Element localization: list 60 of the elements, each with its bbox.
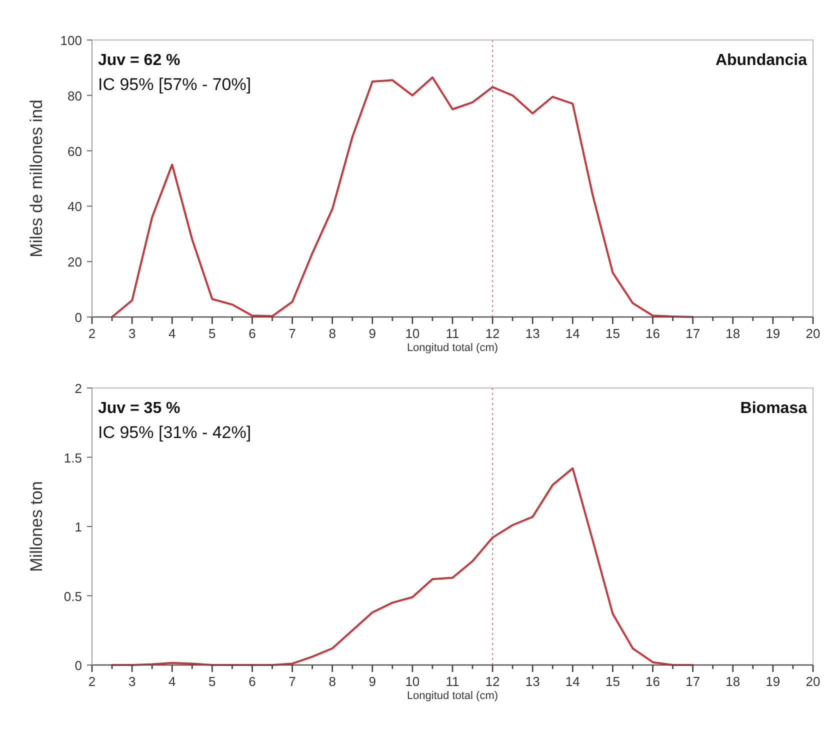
y-tick-label: 2 xyxy=(74,381,82,396)
y-tick-label: 100 xyxy=(60,33,82,48)
x-tick-label: 6 xyxy=(248,326,256,341)
x-tick-label: 20 xyxy=(806,326,820,341)
y-tick-label: 20 xyxy=(68,254,82,270)
x-tick-label: 15 xyxy=(605,674,620,689)
x-tick-label: 13 xyxy=(525,326,540,341)
x-tick-label: 17 xyxy=(686,674,700,689)
x-tick-label: 15 xyxy=(605,326,620,341)
text: Biomasa xyxy=(740,400,808,417)
annotation: IC 95% [31% - 42%] xyxy=(98,423,252,442)
x-axis-title: Longitud total (cm) xyxy=(406,342,498,354)
x-tick-label: 4 xyxy=(168,674,176,689)
y-tick-label: 40 xyxy=(68,199,82,214)
annotation: Juv = 62 % xyxy=(98,52,180,69)
y-tick-label: 0 xyxy=(74,310,82,325)
x-tick-label: 10 xyxy=(405,674,420,689)
x-tick-label: 13 xyxy=(525,674,540,689)
x-tick-label: 2 xyxy=(88,674,96,689)
text: Abundancia xyxy=(715,52,808,69)
y-axis-title: Millones ton xyxy=(27,481,46,572)
x-tick-label: 7 xyxy=(288,674,296,689)
x-tick-label: 11 xyxy=(446,674,460,689)
x-tick-label: 17 xyxy=(686,326,700,341)
x-tick-label: 5 xyxy=(208,326,216,341)
x-tick-label: 4 xyxy=(168,326,176,341)
line-series xyxy=(111,467,694,666)
x-tick-label: 16 xyxy=(646,674,660,689)
y-tick-label: 80 xyxy=(68,88,82,104)
x-tick-label: 10 xyxy=(405,326,420,341)
x-tick-label: 5 xyxy=(208,674,216,689)
x-tick-label: 19 xyxy=(766,674,780,689)
y-axis-title: Miles de millones ind xyxy=(27,100,46,258)
x-tick-label: 12 xyxy=(485,326,500,341)
y-tick-label: 0.5 xyxy=(64,588,82,604)
y-tick-label: 1.5 xyxy=(64,450,82,466)
annotation: IC 95% [57% - 70%] xyxy=(98,75,252,94)
x-tick-label: 19 xyxy=(766,326,780,341)
annotation: Juv = 35 % xyxy=(98,400,180,417)
x-tick-label: 18 xyxy=(726,326,740,341)
x-tick-label: 6 xyxy=(248,674,256,689)
x-tick-label: 9 xyxy=(368,326,376,341)
x-tick-label: 3 xyxy=(128,326,136,341)
x-tick-label: 14 xyxy=(565,326,580,341)
x-tick-label: 9 xyxy=(368,674,376,689)
x-axis-title: Longitud total (cm) xyxy=(406,690,498,702)
x-tick-label: 20 xyxy=(806,674,820,689)
y-tick-label: 60 xyxy=(68,144,82,159)
x-tick-label: 18 xyxy=(726,674,740,689)
x-tick-label: 3 xyxy=(128,674,136,689)
y-tick-label: 0 xyxy=(74,658,82,673)
x-tick-label: 7 xyxy=(288,326,296,341)
x-tick-label: 8 xyxy=(328,674,336,689)
x-tick-label: 16 xyxy=(646,326,660,341)
x-tick-label: 11 xyxy=(446,326,460,341)
y-tick-label: 1 xyxy=(74,520,82,534)
x-tick-label: 8 xyxy=(328,326,336,341)
x-tick-label: 2 xyxy=(88,326,96,341)
x-tick-label: 14 xyxy=(565,674,580,689)
x-tick-label: 12 xyxy=(485,674,500,689)
